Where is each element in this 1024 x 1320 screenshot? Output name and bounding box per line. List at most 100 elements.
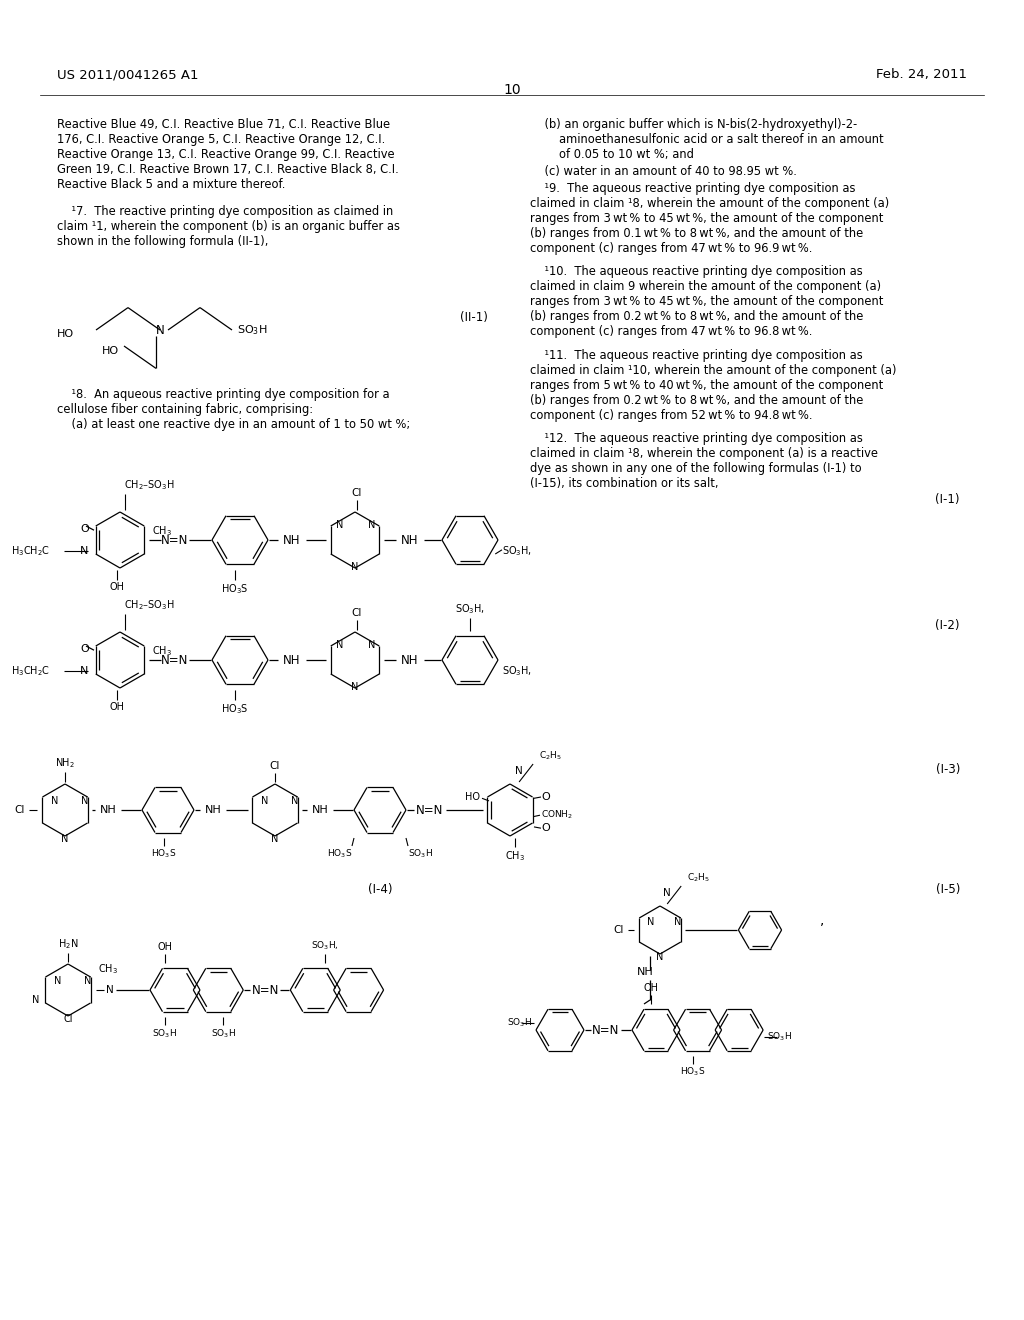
Text: N: N [351,561,358,572]
Text: (II-1): (II-1) [460,312,487,325]
Text: OH: OH [644,983,658,993]
Text: N: N [106,985,114,995]
Text: N: N [84,975,91,986]
Text: ¹9.  The aqueous reactive printing dye composition as
claimed in claim ¹8, where: ¹9. The aqueous reactive printing dye co… [530,182,889,255]
Text: ,: , [820,913,824,927]
Text: (b) an organic buffer which is N-bis(2-hydroxyethyl)-2-
        aminoethanesulfo: (b) an organic buffer which is N-bis(2-h… [530,117,884,161]
Text: NH: NH [284,533,301,546]
Text: (I-4): (I-4) [368,883,392,896]
Text: (c) water in an amount of 40 to 98.95 wt %.: (c) water in an amount of 40 to 98.95 wt… [530,165,797,178]
Text: NH: NH [637,968,653,977]
Text: NH: NH [311,805,329,814]
Text: O: O [541,824,550,833]
Text: SO$_3$H,: SO$_3$H, [502,544,532,558]
Text: N: N [336,640,343,649]
Text: 10: 10 [503,83,521,96]
Text: N: N [664,888,671,898]
Text: N=N: N=N [162,533,188,546]
Text: ¹11.  The aqueous reactive printing dye composition as
claimed in claim ¹10, whe: ¹11. The aqueous reactive printing dye c… [530,348,896,422]
Text: H$_3$CH$_2$C: H$_3$CH$_2$C [11,544,50,558]
Text: SO$_3$H: SO$_3$H [237,323,267,337]
Text: SO$_3$H: SO$_3$H [767,1031,793,1043]
Text: OH: OH [110,702,125,711]
Text: HO: HO [57,329,74,339]
Text: N: N [291,796,298,805]
Text: N: N [336,520,343,529]
Text: CH$_2$–SO$_3$H: CH$_2$–SO$_3$H [124,598,175,612]
Text: Cl: Cl [352,609,362,618]
Text: N: N [368,520,376,529]
Text: SO$_3$H: SO$_3$H [408,847,433,861]
Text: C$_2$H$_5$: C$_2$H$_5$ [687,871,711,884]
Text: SO$_3$H: SO$_3$H [211,1027,236,1040]
Text: N: N [647,917,654,927]
Text: Cl: Cl [14,805,25,814]
Text: O: O [541,792,550,803]
Text: (I-1): (I-1) [936,494,961,507]
Text: ¹8.  An aqueous reactive printing dye composition for a
cellulose fiber containi: ¹8. An aqueous reactive printing dye com… [57,388,389,416]
Text: Cl: Cl [613,925,624,935]
Text: HO: HO [465,792,480,803]
Text: HO: HO [101,346,119,356]
Text: Cl: Cl [63,1014,73,1024]
Text: N: N [51,796,58,805]
Text: (I-5): (I-5) [936,883,961,896]
Text: CH$_3$: CH$_3$ [152,644,172,659]
Text: NH: NH [401,653,419,667]
Text: Reactive Blue 49, C.I. Reactive Blue 71, C.I. Reactive Blue
176, C.I. Reactive O: Reactive Blue 49, C.I. Reactive Blue 71,… [57,117,398,191]
Text: OH: OH [158,942,172,952]
Text: N: N [675,917,682,927]
Text: CH$_2$–SO$_3$H: CH$_2$–SO$_3$H [124,478,175,492]
Text: N: N [53,975,61,986]
Text: N: N [80,667,88,676]
Text: N: N [80,546,88,556]
Text: N: N [156,323,165,337]
Text: NH$_2$: NH$_2$ [55,756,75,770]
Text: N=N: N=N [162,653,188,667]
Text: HO$_3$S: HO$_3$S [152,847,177,861]
Text: Feb. 24, 2011: Feb. 24, 2011 [876,69,967,81]
Text: NH: NH [99,805,117,814]
Text: ¹12.  The aqueous reactive printing dye composition as
claimed in claim ¹8, wher: ¹12. The aqueous reactive printing dye c… [530,432,878,490]
Text: N: N [81,796,88,805]
Text: N: N [368,640,376,649]
Text: HO$_3$S: HO$_3$S [221,702,249,715]
Text: ¹7.  The reactive printing dye composition as claimed in
claim ¹1, wherein the c: ¹7. The reactive printing dye compositio… [57,205,400,248]
Text: (a) at least one reactive dye in an amount of 1 to 50 wt %;: (a) at least one reactive dye in an amou… [57,418,411,432]
Text: NH: NH [205,805,221,814]
Text: CONH$_2$: CONH$_2$ [541,809,573,821]
Text: CH$_3$: CH$_3$ [152,525,172,539]
Text: HO$_3$S: HO$_3$S [327,847,352,861]
Text: Cl: Cl [269,762,281,771]
Text: C$_2$H$_5$: C$_2$H$_5$ [539,750,562,762]
Text: N: N [351,681,358,692]
Text: OH: OH [110,582,125,591]
Text: NH: NH [401,533,419,546]
Text: Cl: Cl [352,488,362,498]
Text: N: N [515,766,523,776]
Text: N=N: N=N [417,804,443,817]
Text: CH$_3$: CH$_3$ [98,962,118,975]
Text: ¹10.  The aqueous reactive printing dye composition as
claimed in claim 9 wherei: ¹10. The aqueous reactive printing dye c… [530,265,884,338]
Text: US 2011/0041265 A1: US 2011/0041265 A1 [57,69,199,81]
Text: N=N: N=N [592,1023,620,1036]
Text: N: N [61,834,69,843]
Text: H$_2$N: H$_2$N [57,937,78,950]
Text: H$_3$CH$_2$C: H$_3$CH$_2$C [11,664,50,678]
Text: (I-3): (I-3) [936,763,961,776]
Text: N: N [32,995,39,1006]
Text: N: N [271,834,279,843]
Text: SO$_3$H: SO$_3$H [153,1027,177,1040]
Text: N: N [261,796,268,805]
Text: HO$_3$S: HO$_3$S [221,582,249,595]
Text: SO$_3$H,: SO$_3$H, [311,940,339,952]
Text: (I-2): (I-2) [936,619,961,631]
Text: SO$_3$H,: SO$_3$H, [502,664,532,678]
Text: NH: NH [284,653,301,667]
Text: N=N: N=N [252,983,279,997]
Text: HO$_3$S: HO$_3$S [680,1067,706,1078]
Text: SO$_3$H,: SO$_3$H, [455,602,485,616]
Text: O: O [80,524,89,533]
Text: CH$_3$: CH$_3$ [505,849,525,863]
Text: N: N [656,952,664,962]
